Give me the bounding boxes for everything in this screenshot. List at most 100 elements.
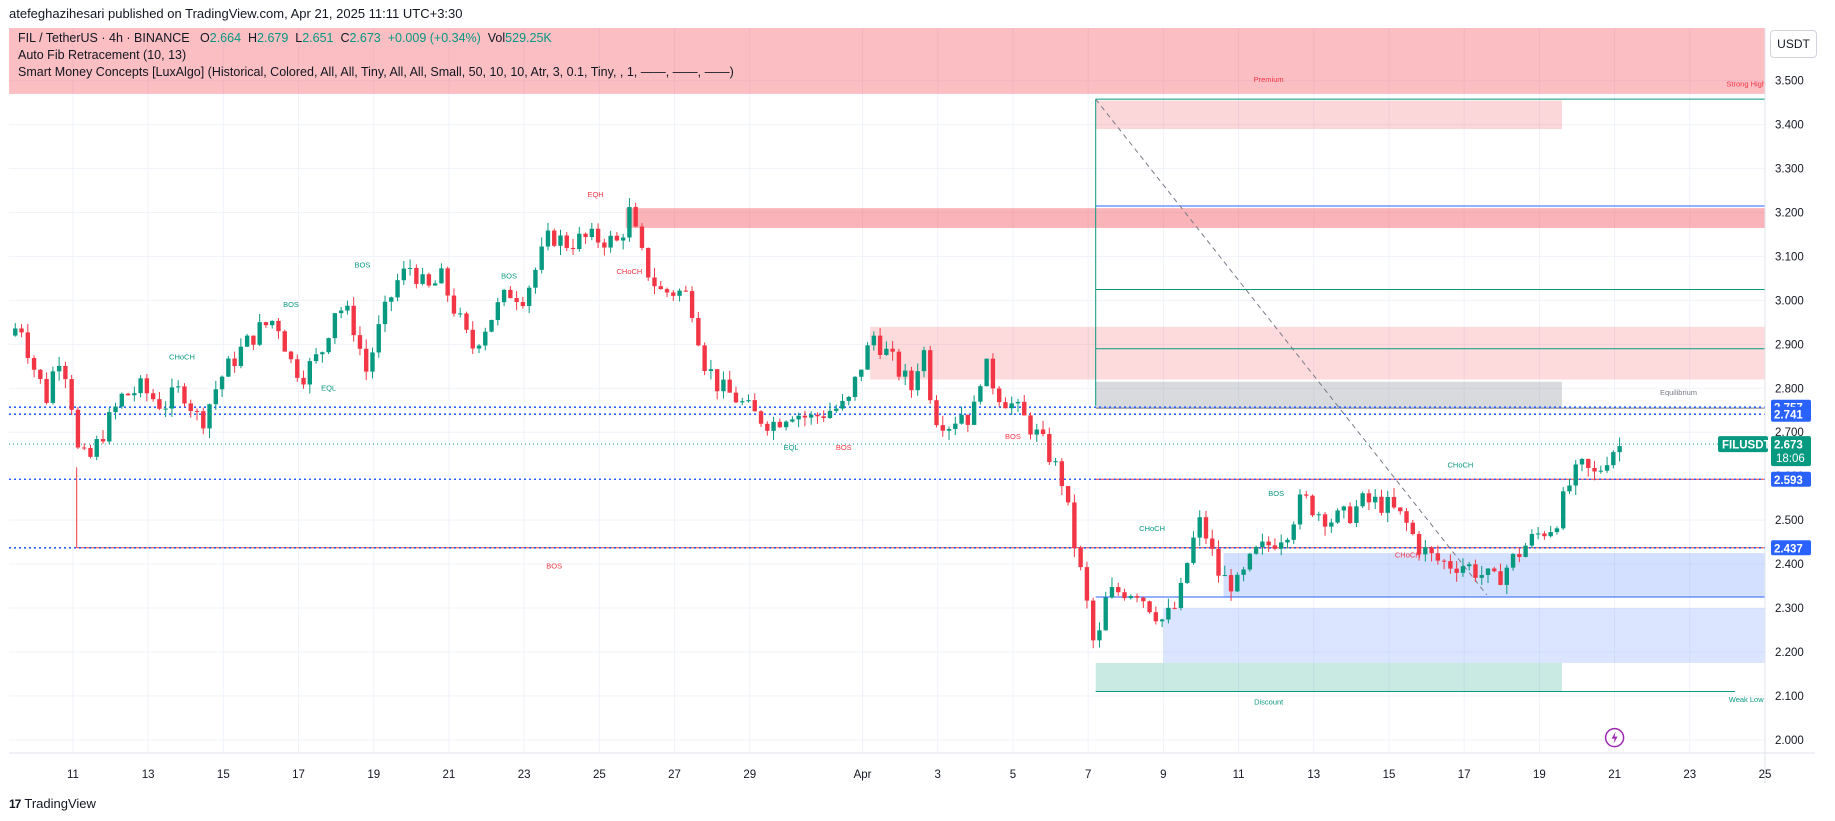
candle-down <box>671 292 676 296</box>
candle-up <box>577 233 582 250</box>
candle-up <box>1297 494 1303 525</box>
candle-up <box>746 400 751 402</box>
candle-up <box>489 319 494 332</box>
candle-down <box>1542 533 1547 537</box>
candle-up <box>1247 553 1253 570</box>
candle-down <box>664 289 670 293</box>
x-tick-label: 19 <box>1533 769 1546 781</box>
annotation-bos: BOS <box>546 561 562 570</box>
candle-down <box>19 328 24 333</box>
candle-up <box>432 283 438 286</box>
annotation-choch: CHoCH <box>1395 550 1421 559</box>
candle-down <box>1116 587 1121 593</box>
annotation-premium: Premium <box>1254 75 1284 84</box>
y-tick-label: 3.100 <box>1775 251 1804 263</box>
candle-down <box>1228 575 1234 592</box>
candle-up <box>721 379 726 392</box>
change-value: +0.009 (+0.34%) <box>387 31 481 45</box>
candle-up <box>677 290 682 296</box>
annotation-bos: BOS <box>836 443 852 452</box>
candle-up <box>1316 514 1321 516</box>
candle-down <box>1322 514 1328 527</box>
candle-up <box>946 428 952 431</box>
indicator-fib[interactable]: Auto Fib Retracement (10, 13) <box>18 48 187 62</box>
candle-up <box>50 371 56 403</box>
candle-down <box>564 235 569 248</box>
candle-down <box>1492 568 1497 572</box>
candle-down <box>1310 495 1315 516</box>
candle-down <box>1435 553 1441 561</box>
candle-down <box>31 358 37 370</box>
fib-diagonal-line <box>1095 98 1488 596</box>
currency-axis-button[interactable]: USDT <box>1770 30 1817 58</box>
tradingview-logo-icon: 17 <box>9 796 21 811</box>
candle-down <box>1203 517 1209 539</box>
x-tick-label: 27 <box>668 769 681 781</box>
candle-up <box>871 335 877 346</box>
candle-down <box>88 447 93 457</box>
x-tick-label: 7 <box>1085 769 1091 781</box>
candle-up <box>834 408 839 411</box>
candle-down <box>1429 547 1434 554</box>
candle-down <box>821 416 826 418</box>
candle-up <box>1535 533 1541 535</box>
candle-down <box>934 400 939 426</box>
candle-up <box>1529 534 1535 546</box>
symbol-row: FIL / TetherUS · 4h · BINANCE O2.664 H2.… <box>9 30 1769 47</box>
candle-down <box>1517 554 1522 557</box>
candle-up <box>589 228 595 238</box>
x-tick-label: 17 <box>1458 769 1471 781</box>
candle-down <box>188 403 193 411</box>
candle-down <box>1122 592 1127 599</box>
candle-down <box>150 393 156 400</box>
candle-up <box>953 423 958 429</box>
candle-down <box>646 247 651 278</box>
equilibrium-zone <box>1095 381 1562 409</box>
candle-up <box>984 358 989 387</box>
price-label-box <box>1771 540 1811 556</box>
y-tick-label: 3.300 <box>1775 164 1804 176</box>
candle-down <box>777 421 783 428</box>
price-label-2.437: 2.437 <box>1774 543 1803 555</box>
indicator-smc[interactable]: Smart Money Concepts [LuxAlgo] (Historic… <box>18 65 734 79</box>
candle-down <box>38 369 43 379</box>
x-tick-label: 5 <box>1010 769 1016 781</box>
candle-down <box>157 399 162 409</box>
x-tick-label: 17 <box>292 769 305 781</box>
candle-down <box>1134 596 1140 598</box>
y-tick-label: 2.300 <box>1775 603 1804 615</box>
candle-up <box>1109 587 1115 598</box>
candle-up <box>827 410 833 418</box>
candle-up <box>915 371 920 391</box>
candle-up <box>1335 510 1340 523</box>
candle-down <box>464 313 469 330</box>
candle-up <box>1554 528 1560 533</box>
candle-down <box>1410 522 1415 534</box>
candle-down <box>364 348 369 372</box>
candle-down <box>451 295 457 314</box>
candle-down <box>1072 502 1077 548</box>
candle-up <box>495 302 501 320</box>
x-tick-label: 11 <box>1233 769 1245 781</box>
candle-up <box>119 393 124 407</box>
symbol-name[interactable]: FIL / TetherUS · 4h · BINANCE <box>18 31 190 45</box>
candle-up <box>1341 506 1347 511</box>
tradingview-footer[interactable]: 17 TradingView <box>9 796 96 811</box>
candle-up <box>808 414 814 418</box>
annotation-choch: CHoCH <box>1139 524 1165 533</box>
candle-down <box>1040 429 1046 435</box>
candle-up <box>107 412 112 442</box>
y-tick-label: 2.500 <box>1775 515 1804 527</box>
candle-down <box>63 365 68 380</box>
x-tick-label: 3 <box>935 769 941 781</box>
candle-down <box>1078 547 1083 568</box>
candle-up <box>407 267 413 269</box>
candle-up <box>420 274 425 284</box>
demand-zone-a <box>1223 553 1765 598</box>
annotation-bos: BOS <box>1268 489 1284 498</box>
candle-up <box>56 365 62 372</box>
candle-up <box>1278 542 1284 549</box>
candle-down <box>1498 571 1503 585</box>
publisher-info: atefeghazihesari published on TradingVie… <box>9 6 463 21</box>
